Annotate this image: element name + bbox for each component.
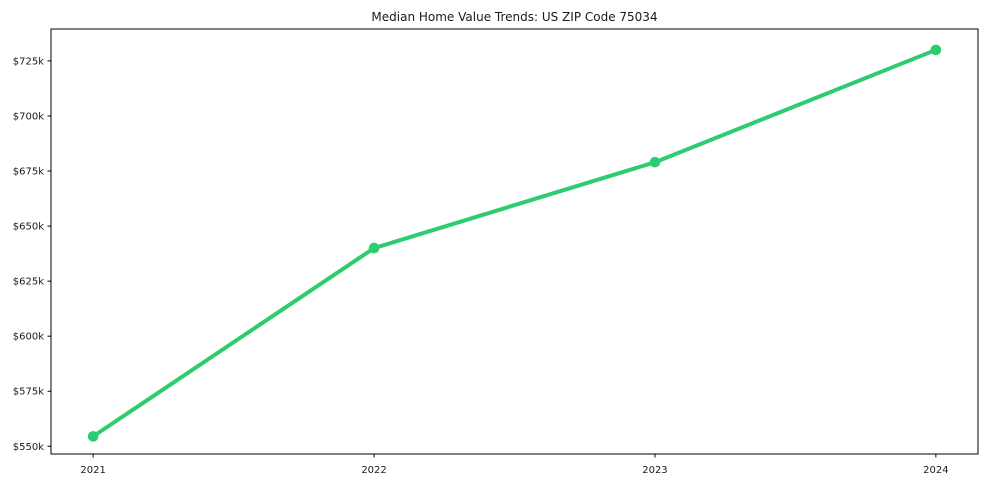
y-tick-label: $700k: [13, 111, 44, 122]
y-tick-label: $550k: [13, 442, 44, 453]
plot-area: [50, 28, 979, 455]
series-layer: [87, 44, 942, 442]
y-tick-label: $600k: [13, 332, 44, 343]
y-axis: $550k $575k $600k $625k $650k $675k $700k $725k: [13, 56, 51, 453]
x-tick-label: 2021: [80, 465, 105, 476]
y-tick-label: $725k: [13, 56, 44, 67]
y-tick-label: $650k: [13, 222, 44, 233]
x-tick-label: 2022: [361, 465, 386, 476]
data-point-marker-2022: [368, 242, 380, 254]
x-tick-label: 2023: [642, 465, 667, 476]
data-point-marker-2023: [649, 156, 661, 168]
y-tick-label: $675k: [13, 167, 44, 178]
trend-line: [91, 47, 938, 439]
data-point-marker-2024: [930, 44, 942, 56]
x-tick-label: 2024: [923, 465, 948, 476]
y-tick-label: $575k: [13, 387, 44, 398]
y-tick-label: $625k: [13, 277, 44, 288]
data-point-marker-2021: [87, 431, 99, 442]
x-axis: 2021 2022 2023 2024: [80, 454, 949, 476]
plot-box-spines: [50, 28, 979, 455]
chart-title: Median Home Value Trends: US ZIP Code 75…: [371, 10, 657, 24]
